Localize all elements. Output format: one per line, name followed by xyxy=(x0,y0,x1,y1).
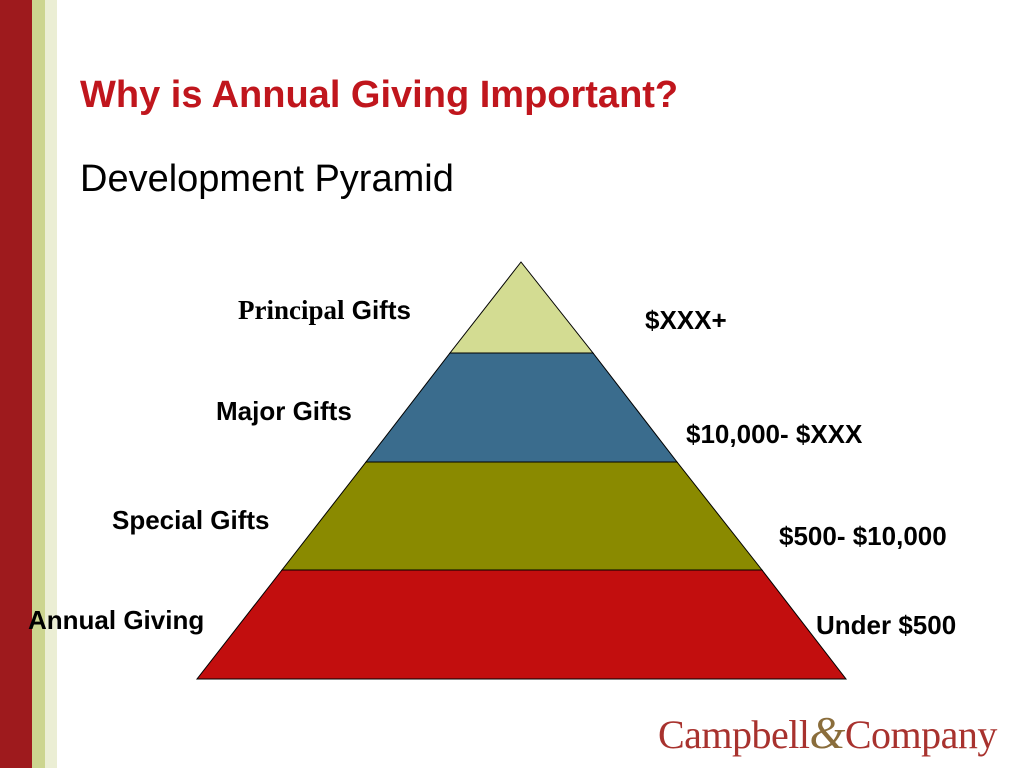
pyramid-tier-principal xyxy=(448,261,595,354)
logo-ampersand: & xyxy=(809,707,846,758)
tier-range-major: $10,000- $XXX xyxy=(686,419,863,449)
logo-word-campbell: Campbell xyxy=(658,712,810,757)
tier-label-principal-word: Principal xyxy=(238,295,345,325)
campbell-company-logo: Campbell&Company xyxy=(658,706,997,759)
tier-label-special-gifts: Special Gifts xyxy=(112,505,270,535)
pyramid-tier-major xyxy=(364,352,679,463)
logo-word-company: Company xyxy=(844,712,998,757)
slide-subtitle: Development Pyramid xyxy=(80,158,454,200)
pyramid-tier-special xyxy=(280,461,764,571)
pyramid-tier-annual xyxy=(195,569,848,680)
left-band-green xyxy=(32,0,45,768)
left-band-red xyxy=(0,0,32,768)
tier-label-major-gifts: Major Gifts xyxy=(216,396,352,426)
tier-label-principal-suffix: Gifts xyxy=(344,295,411,325)
left-band-pale xyxy=(45,0,57,768)
tier-label-principal-gifts: Principal Gifts xyxy=(238,297,411,324)
slide-title: Why is Annual Giving Important? xyxy=(80,74,679,116)
tier-label-annual-giving: Annual Giving xyxy=(28,605,205,635)
tier-range-special: $500- $10,000 xyxy=(779,521,947,551)
tier-range-principal: $XXX+ xyxy=(645,305,727,335)
tier-range-annual: Under $500 xyxy=(816,610,957,640)
